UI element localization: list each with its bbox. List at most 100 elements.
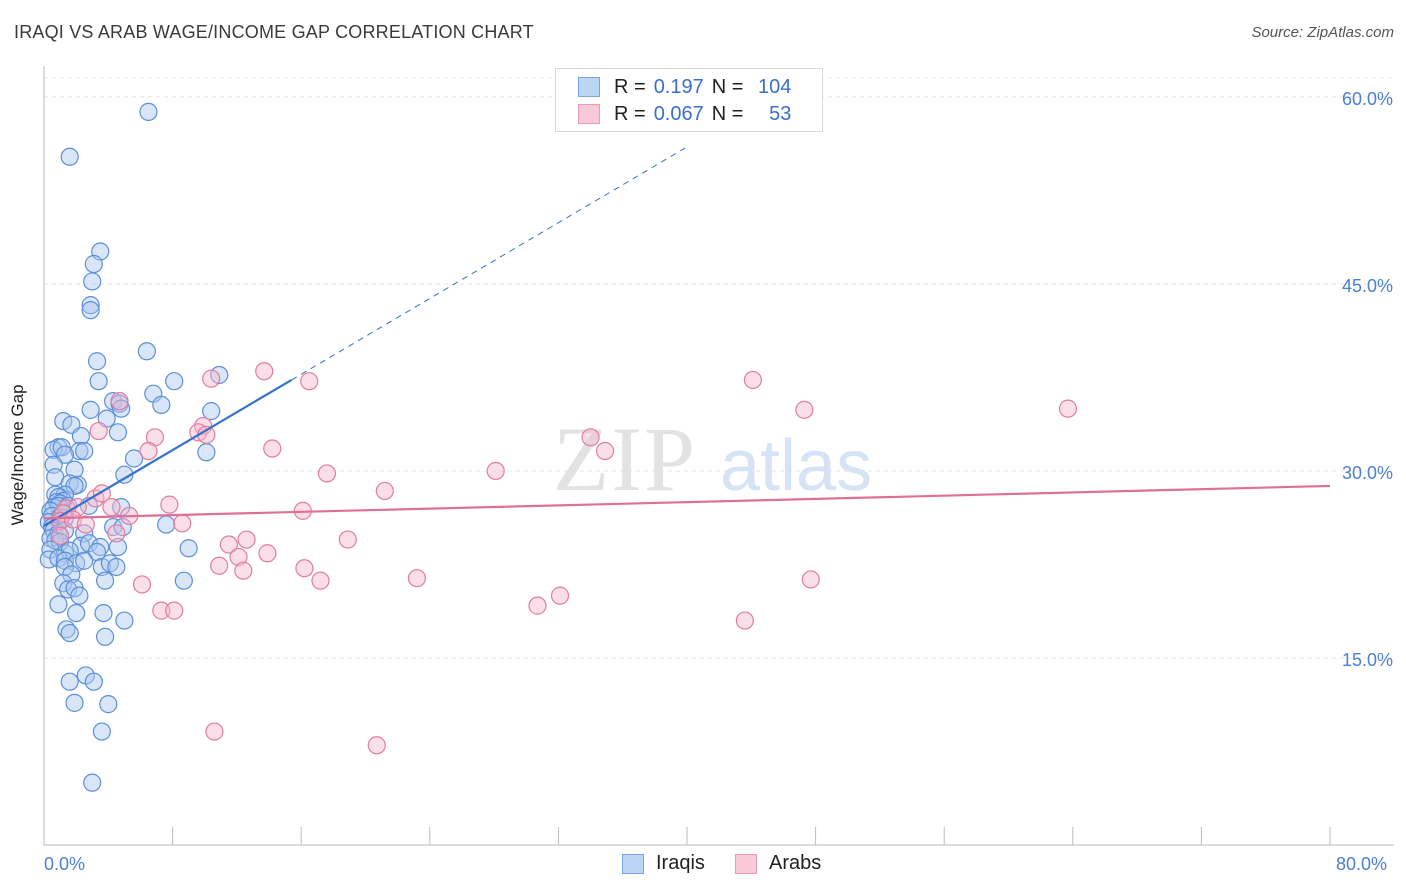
legend-row-arabs: R = 0.067 N = 53 xyxy=(578,102,791,126)
point-arabs xyxy=(89,421,108,441)
point-arabs xyxy=(595,441,615,461)
legend-r-value: 0.067 xyxy=(653,102,704,125)
point-iraqis xyxy=(81,301,100,320)
series-legend-swatch-arabs xyxy=(735,853,757,874)
point-arabs xyxy=(311,571,330,590)
point-arabs xyxy=(801,570,820,589)
watermark-zip: ZIP xyxy=(553,408,697,510)
point-iraqis xyxy=(49,595,68,614)
point-iraqis xyxy=(59,580,78,599)
point-iraqis xyxy=(75,551,94,570)
point-arabs xyxy=(528,596,547,615)
trend-line-iraqis xyxy=(43,379,293,527)
x-tick-label-max: 80.0% xyxy=(1336,854,1387,874)
point-iraqis xyxy=(84,672,103,691)
point-iraqis xyxy=(157,515,176,534)
x-tick-labels: 0.0% 80.0% xyxy=(44,854,1387,874)
point-iraqis xyxy=(67,603,86,623)
series-iraqis xyxy=(39,102,229,792)
point-iraqis xyxy=(81,296,100,315)
legend-n-label: N = xyxy=(711,75,744,98)
legend-swatch-iraqis xyxy=(578,77,600,97)
point-iraqis xyxy=(202,402,221,421)
point-arabs xyxy=(132,575,152,594)
point-arabs xyxy=(295,559,314,578)
point-iraqis xyxy=(70,441,89,461)
point-arabs xyxy=(375,481,394,501)
point-iraqis xyxy=(124,449,144,468)
legend-r-value: 0.197 xyxy=(653,75,704,98)
point-iraqis xyxy=(165,372,184,391)
legend-n-label: N = xyxy=(711,102,744,125)
point-arabs xyxy=(152,601,171,620)
point-arabs xyxy=(486,461,505,481)
point-arabs xyxy=(317,464,337,483)
point-iraqis xyxy=(84,254,103,274)
point-iraqis xyxy=(95,571,115,590)
series-legend-label-arabs: Arabs xyxy=(769,852,822,874)
point-iraqis xyxy=(197,443,216,462)
trend-lines xyxy=(43,146,1331,527)
point-arabs xyxy=(102,498,121,517)
point-iraqis xyxy=(70,586,89,605)
point-arabs xyxy=(50,526,70,545)
point-arabs xyxy=(581,428,600,447)
point-iraqis xyxy=(174,571,193,590)
point-arabs xyxy=(367,736,386,755)
point-iraqis xyxy=(179,539,198,558)
series-legend-iraqis[interactable]: Iraqis xyxy=(622,852,705,875)
point-iraqis xyxy=(95,627,115,646)
point-arabs xyxy=(202,369,221,388)
point-arabs xyxy=(300,372,319,391)
point-arabs xyxy=(237,530,256,549)
point-arabs xyxy=(139,441,158,461)
series-arabs xyxy=(50,362,1078,755)
point-arabs xyxy=(234,561,253,580)
point-iraqis xyxy=(92,722,111,741)
point-iraqis xyxy=(139,102,158,121)
point-iraqis xyxy=(115,611,134,630)
point-arabs xyxy=(160,495,179,514)
legend-r-label: R = xyxy=(614,102,646,125)
series-legend-label-iraqis: Iraqis xyxy=(656,852,705,874)
point-arabs xyxy=(210,556,229,575)
point-arabs xyxy=(255,362,274,381)
point-arabs xyxy=(338,530,357,549)
legend: R = 0.197 N = 104 R = 0.067 N = 53 xyxy=(555,68,823,132)
legend-n-value: 53 xyxy=(769,102,792,125)
point-iraqis xyxy=(152,395,171,414)
legend-n-value: 104 xyxy=(758,75,792,98)
point-arabs xyxy=(165,601,184,620)
chart-title: IRAQI VS ARAB WAGE/INCOME GAP CORRELATIO… xyxy=(14,22,534,42)
y-tick-label: 60.0% xyxy=(1342,89,1393,109)
point-arabs xyxy=(743,370,763,390)
y-tick-label: 15.0% xyxy=(1342,650,1393,670)
x-tick-label-min: 0.0% xyxy=(44,854,85,874)
point-arabs xyxy=(110,392,129,411)
y-tick-label: 30.0% xyxy=(1342,463,1393,483)
point-iraqis xyxy=(65,460,84,479)
point-iraqis xyxy=(55,557,74,577)
y-tick-label: 45.0% xyxy=(1342,276,1393,296)
point-iraqis xyxy=(81,400,100,419)
point-arabs xyxy=(1058,399,1078,418)
point-arabs xyxy=(550,586,570,605)
legend-r-label: R = xyxy=(614,75,646,98)
point-iraqis xyxy=(89,372,108,391)
point-iraqis xyxy=(137,342,156,361)
watermark: ZIP atlas xyxy=(553,408,872,510)
point-iraqis xyxy=(83,773,102,792)
point-arabs xyxy=(229,547,248,567)
trend-line-arabs xyxy=(43,484,1331,520)
legend-swatch-arabs xyxy=(578,104,600,124)
point-arabs xyxy=(173,514,192,533)
trend-extension-iraqis xyxy=(291,146,688,381)
point-iraqis xyxy=(83,272,102,291)
point-iraqis xyxy=(54,574,73,593)
series-legend: Iraqis Arabs xyxy=(0,852,1406,878)
point-iraqis xyxy=(60,672,79,691)
point-iraqis xyxy=(99,695,118,714)
watermark-atlas: atlas xyxy=(720,426,872,506)
series-legend-arabs[interactable]: Arabs xyxy=(735,852,821,875)
point-iraqis xyxy=(108,423,128,442)
